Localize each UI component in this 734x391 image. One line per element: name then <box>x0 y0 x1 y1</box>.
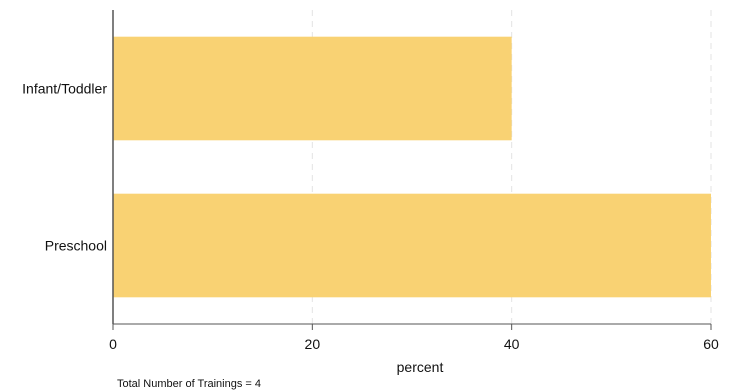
total-trainings-note: Total Number of Trainings = 4 <box>117 378 261 390</box>
category-labels: Infant/Toddler Preschool <box>22 81 107 254</box>
x-tick-label-40: 40 <box>504 336 520 352</box>
x-tick-label-0: 0 <box>109 336 117 352</box>
axes <box>112 10 711 325</box>
bar-preschool <box>113 193 711 298</box>
x-tick-label-20: 20 <box>305 336 321 352</box>
category-label-infant-toddler: Infant/Toddler <box>22 81 107 97</box>
x-tick-label-60: 60 <box>703 336 719 352</box>
gridlines <box>311 10 712 324</box>
bars <box>113 36 711 298</box>
category-label-preschool: Preschool <box>45 238 107 254</box>
x-axis-title: percent <box>397 359 444 375</box>
bar-infant-toddler <box>113 36 512 141</box>
x-ticks: 0 20 40 60 <box>109 324 719 352</box>
